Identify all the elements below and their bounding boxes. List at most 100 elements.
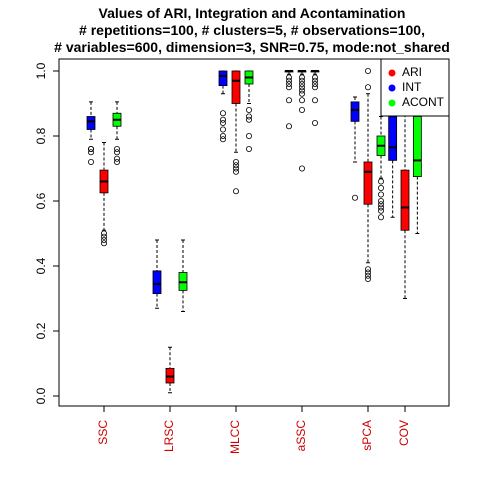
outlier-point: [285, 123, 292, 130]
outlier-point: [364, 266, 371, 273]
x-tick-label-spca: sPCA: [360, 420, 374, 451]
outlier-point: [377, 204, 384, 211]
outlier-point: [245, 132, 252, 139]
outlier-point: [364, 272, 371, 279]
outlier-point: [311, 84, 318, 91]
box-int-ssc: [86, 101, 96, 165]
series-int: [86, 70, 398, 309]
outlier-point: [88, 145, 95, 152]
legend-label-int: INT: [402, 80, 422, 94]
outlier-point: [114, 149, 121, 156]
outlier-point: [351, 194, 358, 201]
y-axis: 0.0 0.2 0.4 0.6 0.8 1.0: [34, 62, 59, 404]
outlier-point: [377, 214, 384, 221]
x-tick-label-mlcc: MLCC: [228, 420, 242, 454]
outlier-point: [377, 207, 384, 214]
outlier-point: [311, 120, 318, 127]
legend-label-acont: ACONT: [402, 95, 445, 109]
box-body: [388, 116, 398, 161]
outlier-point: [311, 77, 318, 84]
x-axis: SSC LRSC MLCC aSSC sPCA COV: [96, 406, 411, 454]
box-acont-mlcc: [244, 70, 254, 152]
box-acont-ssc: [112, 101, 122, 165]
x-tick-label-ssc: SSC: [96, 420, 110, 445]
box-int-lrsc: [152, 239, 162, 309]
outlier-point: [114, 158, 121, 165]
box-body: [86, 116, 96, 130]
outlier-point: [232, 168, 239, 175]
box-ari-lrsc: [165, 346, 175, 394]
outlier-point: [285, 74, 292, 81]
outlier-point: [377, 178, 384, 185]
outlier-point: [298, 165, 305, 172]
outlier-point: [285, 97, 292, 104]
outlier-point: [232, 162, 239, 169]
y-tick-label: 0.6: [34, 192, 48, 209]
box-int-mlcc: [218, 70, 228, 143]
outlier-point: [232, 165, 239, 172]
outlier-point: [219, 126, 226, 133]
outlier-point: [114, 145, 121, 152]
outlier-point: [364, 269, 371, 276]
outlier-point: [298, 97, 305, 104]
box-ari-ssc: [99, 142, 109, 247]
box-ari-assc: [297, 70, 307, 172]
outlier-point: [245, 107, 252, 114]
box-acont-cov: [412, 116, 422, 234]
chart-title-line-3: # variables=600, dimension=3, SNR=0.75, …: [54, 39, 450, 55]
outlier-point: [245, 145, 252, 152]
x-tick-label-assc: aSSC: [294, 420, 308, 452]
box-int-assc: [284, 70, 294, 130]
plot-area: [58, 58, 450, 407]
outlier-point: [311, 81, 318, 88]
outlier-point: [232, 158, 239, 165]
legend-swatch-acont: [388, 99, 396, 107]
outlier-point: [377, 201, 384, 208]
outlier-point: [285, 77, 292, 84]
outlier-point: [245, 116, 252, 123]
outlier-point: [377, 191, 384, 198]
box-body: [231, 70, 241, 104]
outlier-point: [298, 90, 305, 97]
outlier-point: [364, 275, 371, 282]
y-tick-label: 0.2: [34, 322, 48, 339]
y-tick-label: 1.0: [34, 62, 48, 79]
outlier-point: [298, 77, 305, 84]
outlier-point: [285, 84, 292, 91]
outlier-point: [219, 120, 226, 127]
outlier-point: [245, 113, 252, 120]
outlier-point: [114, 155, 121, 162]
box-acont-spca: [376, 116, 386, 221]
outlier-point: [219, 132, 226, 139]
box-body: [412, 116, 422, 178]
outlier-point: [219, 136, 226, 143]
box-acont-lrsc: [178, 239, 188, 312]
box-acont-assc: [310, 70, 320, 127]
box-body: [350, 101, 360, 122]
outlier-point: [101, 240, 108, 247]
outlier-point: [298, 74, 305, 81]
chart-title-line-1: Values of ARI, Integration and Acontamin…: [99, 5, 406, 21]
outlier-point: [364, 84, 371, 91]
outlier-point: [298, 81, 305, 88]
outlier-point: [219, 110, 226, 117]
series-ari: [99, 68, 410, 394]
outlier-point: [285, 81, 292, 88]
outlier-point: [232, 188, 239, 195]
outlier-point: [377, 184, 384, 191]
legend-label-ari: ARI: [402, 65, 422, 79]
box-body: [400, 169, 410, 231]
outlier-point: [101, 236, 108, 243]
y-tick-label: 0.4: [34, 257, 48, 274]
outlier-point: [377, 197, 384, 204]
legend-swatch-ari: [388, 69, 396, 77]
outlier-point: [311, 97, 318, 104]
y-tick-label: 0.8: [34, 127, 48, 144]
outlier-point: [298, 84, 305, 91]
legend-swatch-int: [388, 84, 396, 92]
plot-frame: [58, 58, 450, 407]
box-ari-spca: [363, 68, 373, 282]
outlier-point: [101, 233, 108, 240]
y-tick-label: 0.0: [34, 387, 48, 404]
